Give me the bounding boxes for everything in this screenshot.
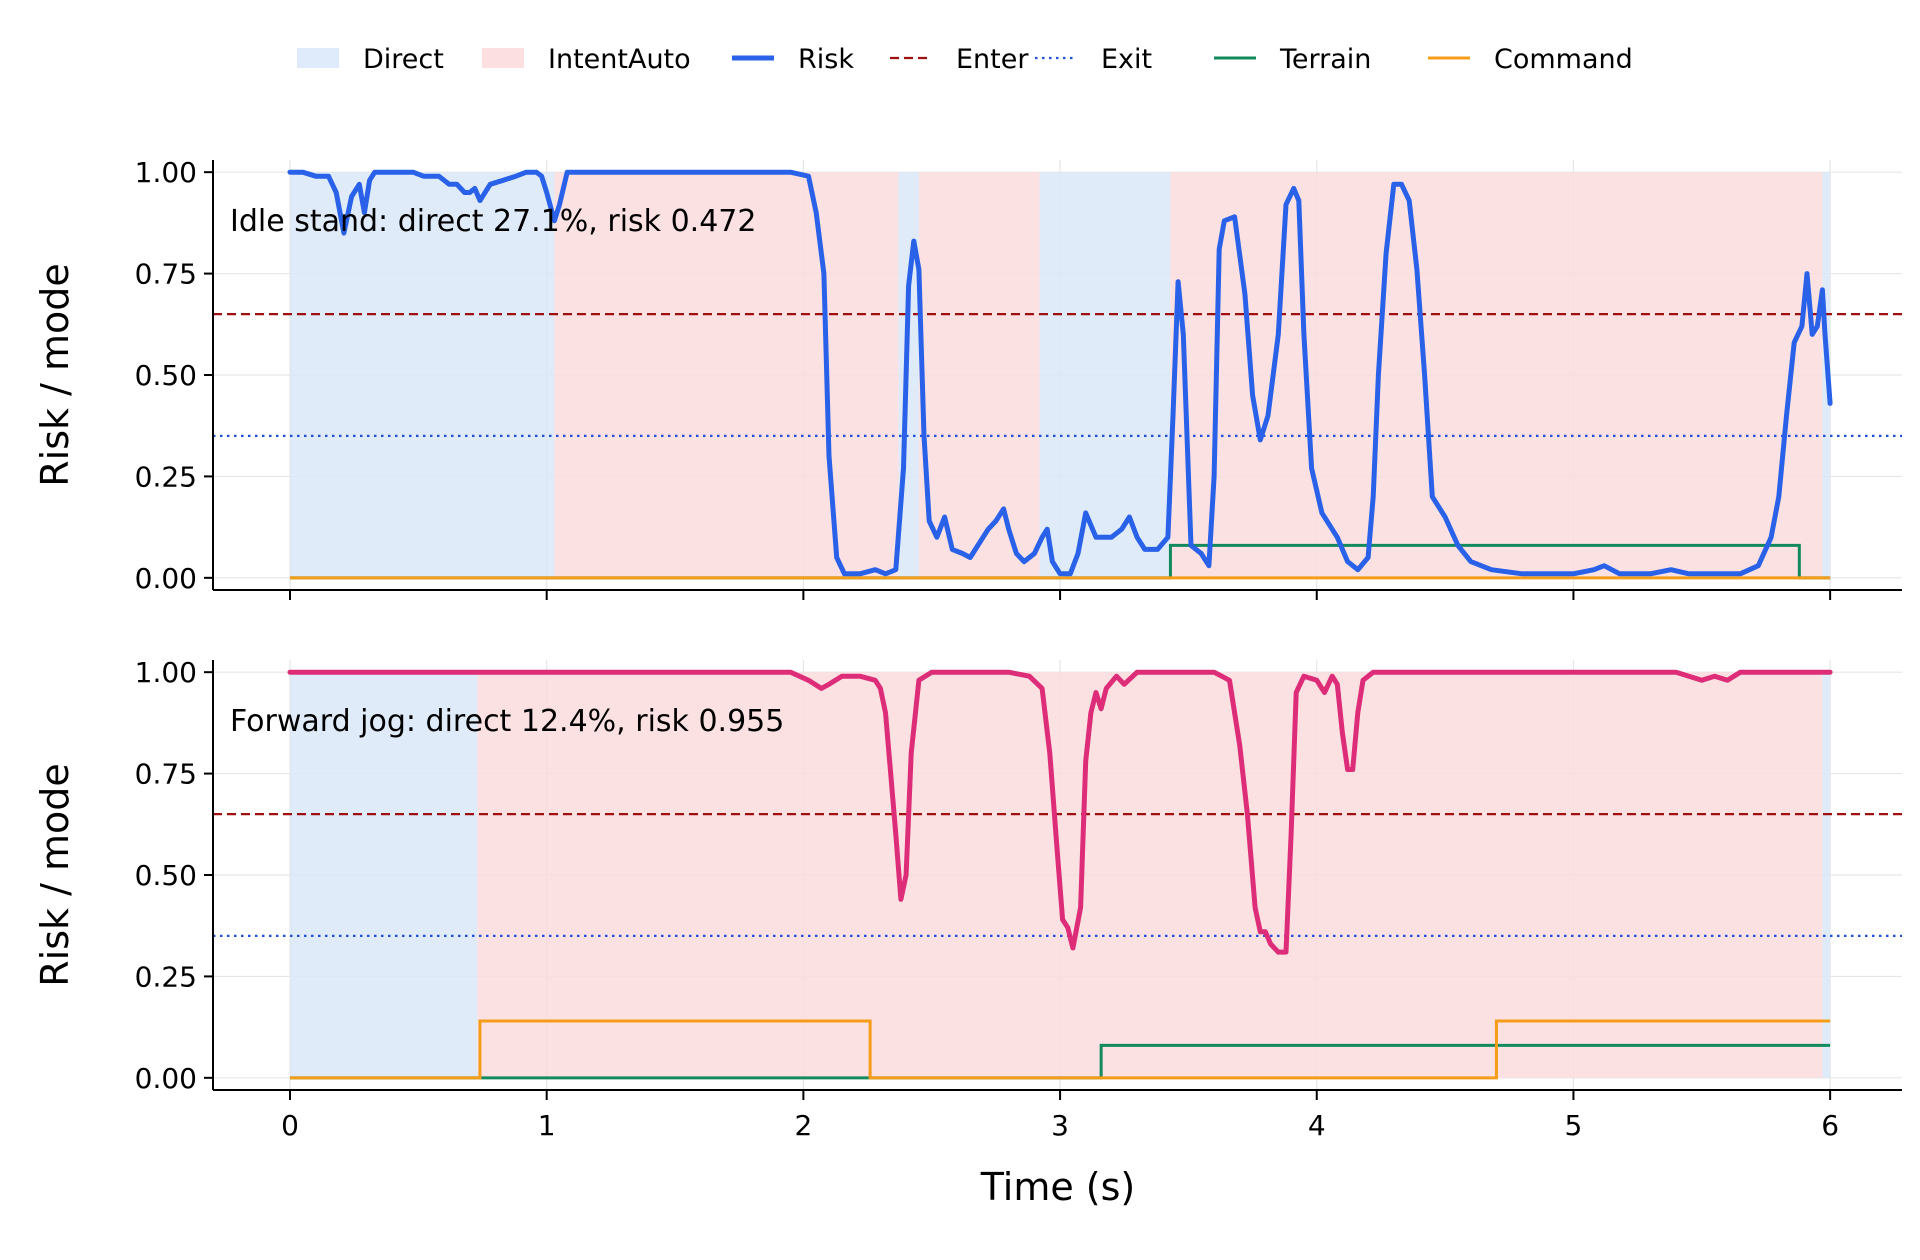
direct-span — [1039, 172, 1171, 578]
x-tick-label: 3 — [1051, 1109, 1069, 1142]
x-tick-label: 4 — [1308, 1109, 1326, 1142]
panel-idle-stand: 0.00 0.25 0.50 0.75 1.00 Risk / mode Idle stan… — [33, 156, 1902, 600]
legend-label-intentauto: IntentAuto — [548, 44, 691, 75]
panel-annotation: Idle stand: direct 27.1%, risk 0.472 — [230, 204, 756, 239]
y-axis-label: Risk / mode — [33, 763, 77, 987]
x-tick-label: 0 — [281, 1109, 299, 1142]
intentauto-span — [477, 672, 1823, 1078]
x-tick-label: 2 — [794, 1109, 812, 1142]
direct-span — [290, 672, 478, 1078]
y-tick-label: 0.50 — [135, 859, 197, 892]
legend-label-exit: Exit — [1101, 44, 1152, 75]
y-tick-label: 0.50 — [135, 359, 197, 392]
y-tick-label: 0.75 — [135, 758, 197, 791]
terrain-step-line — [290, 1043, 1831, 1080]
direct-span — [290, 172, 555, 578]
y-tick-label: 1.00 — [135, 656, 197, 689]
direct-span — [1822, 672, 1831, 1078]
y-axis-label: Risk / mode — [33, 263, 77, 487]
y-tick-label: 0.25 — [135, 460, 197, 493]
y-tick-label: 0.25 — [135, 960, 197, 993]
panel-forward-jog: 0.00 0.25 0.50 0.75 1.00 0 1 2 3 4 5 6 Risk / mode Fo… — [33, 656, 1902, 1142]
intentauto-span — [918, 172, 1040, 578]
y-tick-label: 0.75 — [135, 258, 197, 291]
y-tick-label: 0.00 — [135, 1062, 197, 1095]
intentauto-span — [1170, 172, 1823, 578]
y-tick-label: 1.00 — [135, 156, 197, 189]
x-tick-label: 6 — [1821, 1109, 1839, 1142]
legend-swatch-direct — [297, 48, 339, 68]
legend-label-terrain: Terrain — [1279, 44, 1371, 75]
command-step-line — [290, 1019, 1831, 1080]
x-tick-label: 5 — [1565, 1109, 1583, 1142]
legend-swatch-intentauto — [482, 48, 524, 68]
y-tick-label: 0.00 — [135, 562, 197, 595]
x-tick-label: 1 — [538, 1109, 556, 1142]
legend-label-enter: Enter — [956, 44, 1029, 75]
legend-label-risk: Risk — [798, 44, 854, 75]
risk-series-line — [287, 669, 1833, 955]
legend-label-direct: Direct — [363, 44, 444, 75]
legend: Direct IntentAuto Risk Enter Exit Terrain Comm… — [297, 44, 1633, 75]
x-axis-label: Time (s) — [980, 1165, 1136, 1209]
legend-label-command: Command — [1494, 44, 1633, 75]
risk-series-line — [287, 169, 1833, 577]
intentauto-span — [554, 172, 899, 578]
panel-annotation: Forward jog: direct 12.4%, risk 0.955 — [230, 704, 784, 739]
